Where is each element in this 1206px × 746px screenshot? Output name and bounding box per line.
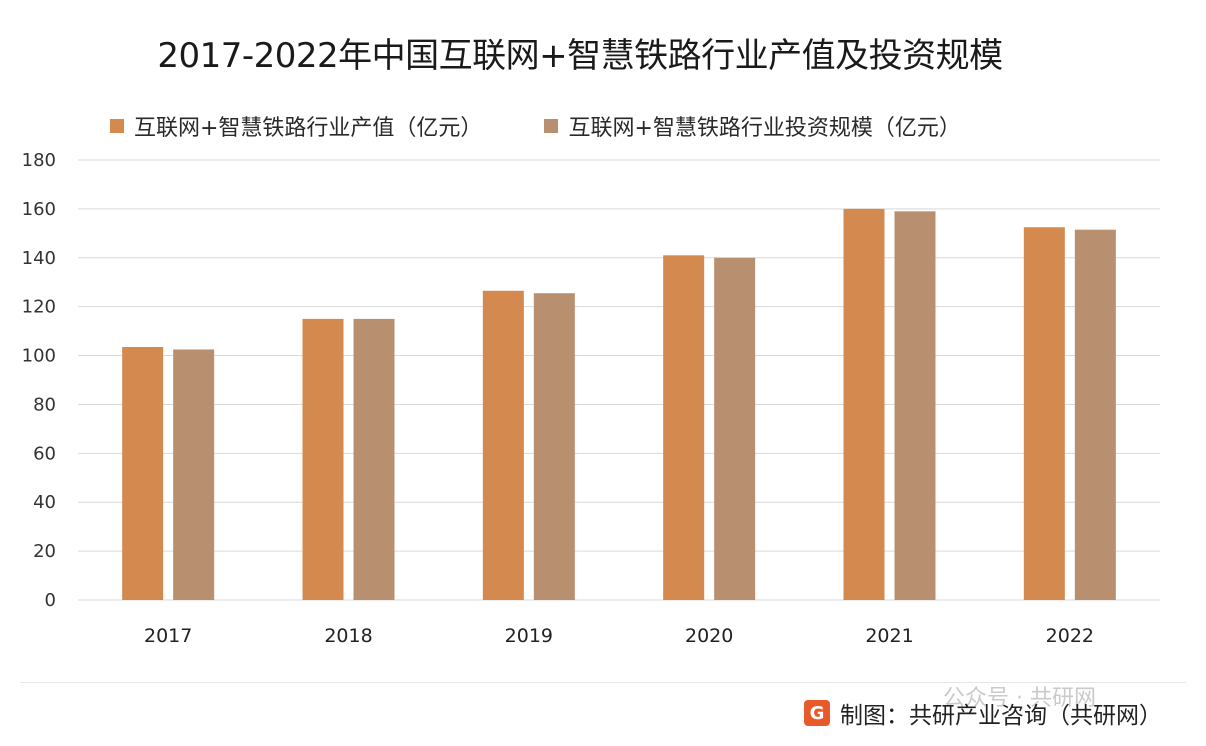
y-tick-label: 100 bbox=[22, 346, 56, 367]
y-tick-label: 80 bbox=[33, 394, 56, 415]
y-tick-label: 140 bbox=[22, 248, 56, 269]
bar-investment bbox=[1074, 229, 1116, 600]
credit-text: 制图：共研产业咨询（共研网） bbox=[840, 703, 1162, 729]
legend-item-output: 互联网+智慧铁路行业产值（亿元） bbox=[110, 110, 482, 142]
bar-output bbox=[663, 255, 705, 601]
y-tick-label: 40 bbox=[33, 492, 56, 513]
chart-title: 2017-2022年中国互联网+智慧铁路行业产值及投资规模 bbox=[157, 36, 1003, 76]
bar-investment bbox=[894, 211, 936, 601]
bar-investment bbox=[533, 293, 575, 600]
bar-output bbox=[1023, 227, 1065, 600]
bar-output bbox=[482, 290, 524, 600]
x-tick-label: 2019 bbox=[505, 625, 553, 647]
x-tick-label: 2018 bbox=[324, 625, 372, 647]
legend-item-investment: 互联网+智慧铁路行业投资规模（亿元） bbox=[544, 110, 961, 142]
legend-swatch-output bbox=[110, 119, 124, 133]
bar-output bbox=[843, 208, 885, 600]
x-tick-label: 2021 bbox=[865, 625, 913, 647]
y-tick-label: 160 bbox=[22, 199, 56, 220]
legend-swatch-investment bbox=[544, 119, 559, 133]
y-tick-label: 180 bbox=[22, 150, 56, 171]
x-tick-label: 2022 bbox=[1046, 625, 1094, 647]
bar-output bbox=[122, 347, 164, 600]
legend: 互联网+智慧铁路行业产值（亿元） 互联网+智慧铁路行业投资规模（亿元） bbox=[110, 110, 1146, 142]
x-tick-label: 2020 bbox=[685, 625, 733, 647]
bar-investment bbox=[353, 318, 395, 600]
y-tick-label: 0 bbox=[45, 590, 56, 611]
y-tick-label: 20 bbox=[33, 541, 56, 562]
bar-investment bbox=[714, 257, 756, 600]
legend-label-investment: 互联网+智慧铁路行业投资规模（亿元） bbox=[568, 116, 961, 141]
credit-line: G 制图：共研产业咨询（共研网） bbox=[804, 696, 1162, 730]
bottom-divider bbox=[20, 682, 1186, 683]
legend-label-output: 互联网+智慧铁路行业产值（亿元） bbox=[134, 116, 483, 141]
bar-investment bbox=[173, 349, 215, 600]
watermark-text: 公众号 · 共研网 bbox=[943, 686, 1096, 711]
y-tick-label: 120 bbox=[22, 297, 56, 318]
y-tick-label: 60 bbox=[33, 443, 56, 464]
x-tick-label: 2017 bbox=[144, 625, 192, 647]
bar-output bbox=[302, 318, 344, 600]
brand-logo-icon: G bbox=[804, 700, 830, 726]
